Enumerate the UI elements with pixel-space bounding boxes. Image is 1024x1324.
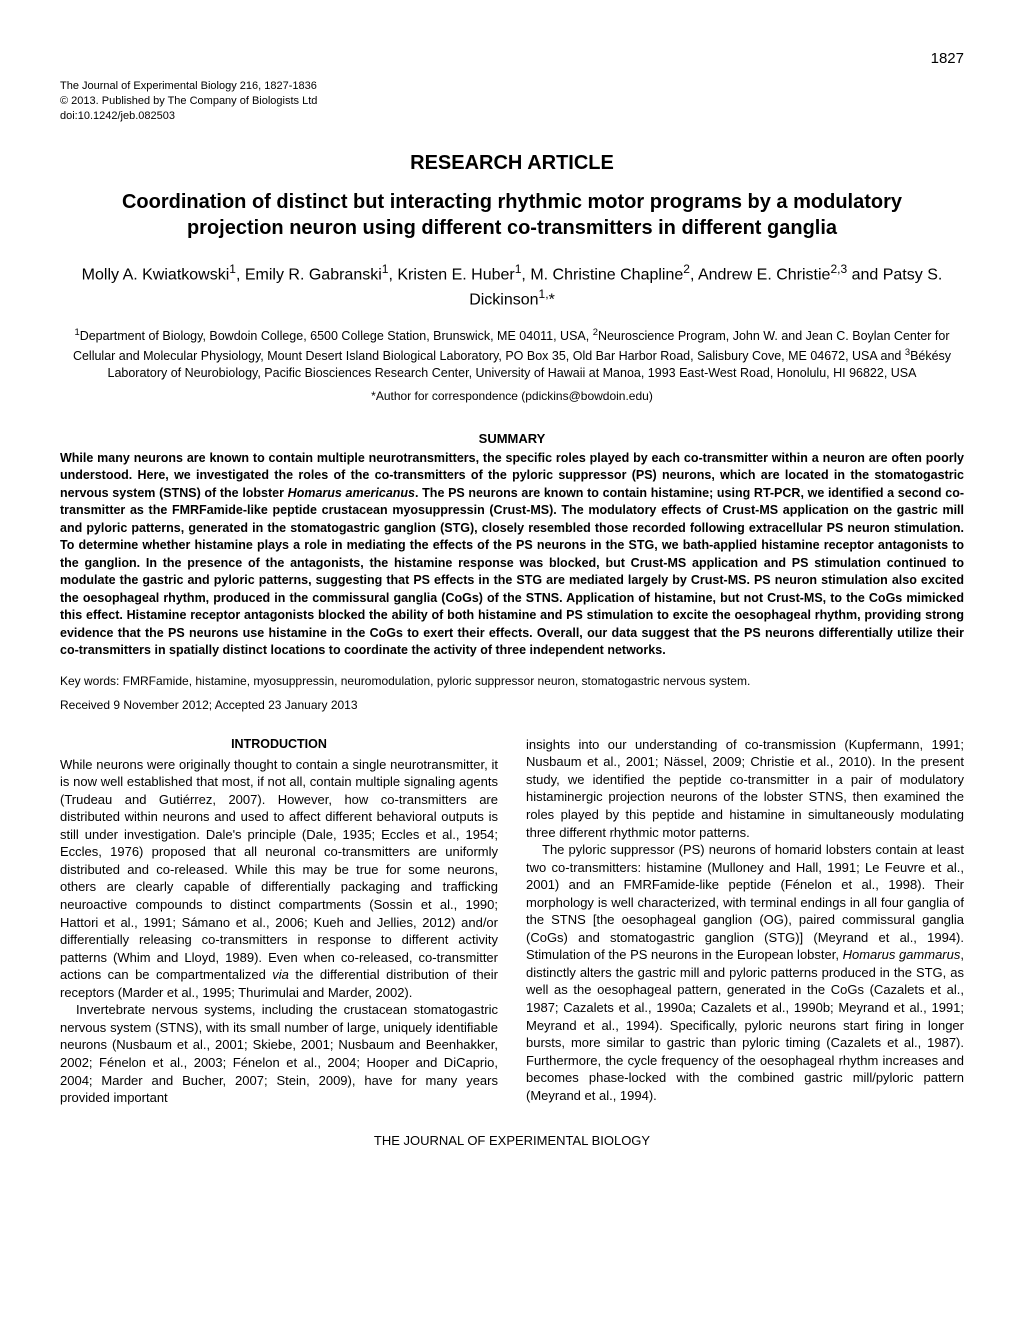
dates: Received 9 November 2012; Accepted 23 Ja… [60,698,964,712]
article-type: RESEARCH ARTICLE [60,152,964,175]
left-column: INTRODUCTION While neurons were original… [60,736,498,1107]
body-columns: INTRODUCTION While neurons were original… [60,736,964,1107]
paragraph: The pyloric suppressor (PS) neurons of h… [526,841,964,1104]
article-title: Coordination of distinct but interacting… [80,189,944,241]
journal-info: The Journal of Experimental Biology 216,… [60,79,964,124]
paragraph: Invertebrate nervous systems, including … [60,1001,498,1106]
right-column: insights into our understanding of co-tr… [526,736,964,1107]
journal-line: The Journal of Experimental Biology 216,… [60,79,964,94]
summary-text: While many neurons are known to contain … [60,450,964,660]
summary-heading: SUMMARY [60,431,964,446]
journal-line: doi:10.1242/jeb.082503 [60,109,964,124]
keywords: Key words: FMRFamide, histamine, myosupp… [60,674,964,688]
paragraph: insights into our understanding of co-tr… [526,736,964,841]
introduction-heading: INTRODUCTION [60,736,498,753]
journal-line: © 2013. Published by The Company of Biol… [60,94,964,109]
authors: Molly A. Kwiatkowski1, Emily R. Gabransk… [60,261,964,312]
paragraph: While neurons were originally thought to… [60,756,498,1002]
correspondence: *Author for correspondence (pdickins@bow… [60,389,964,403]
affiliations: 1Department of Biology, Bowdoin College,… [60,326,964,383]
footer-journal-name: THE JOURNAL OF EXPERIMENTAL BIOLOGY [60,1133,964,1148]
page-number: 1827 [60,50,964,67]
